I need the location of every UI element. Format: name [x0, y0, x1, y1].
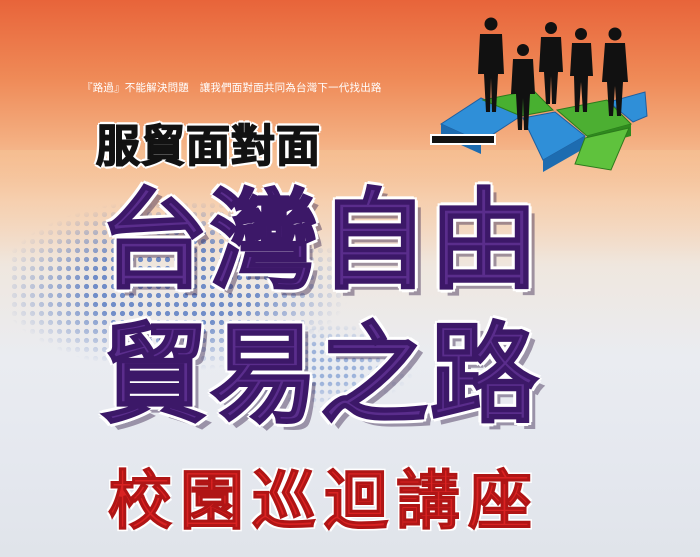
main-title-line-1: 台灣自由: [99, 179, 541, 304]
title-dash: [430, 134, 496, 145]
world-map-dots-decoration-lower: [190, 300, 450, 430]
business-people-icon: [439, 17, 648, 172]
tagline-text: 『路過』不能解決問題 讓我們面對面共同為台灣下一代找出路: [82, 82, 382, 94]
subtitle-heading: 服貿面對面: [95, 120, 321, 173]
main-title-line-2: 貿易之路: [99, 313, 541, 438]
event-title: 校園巡迴講座: [108, 464, 540, 539]
